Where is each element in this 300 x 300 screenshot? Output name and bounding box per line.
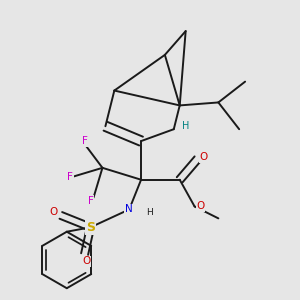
Text: H: H (147, 208, 153, 217)
Text: O: O (196, 202, 205, 212)
Text: F: F (67, 172, 73, 182)
Text: F: F (88, 196, 94, 206)
Text: F: F (82, 136, 88, 146)
Text: O: O (49, 207, 58, 218)
Text: N: N (125, 204, 133, 214)
Text: H: H (182, 121, 189, 131)
Text: S: S (86, 221, 95, 234)
Text: O: O (82, 256, 90, 266)
Text: O: O (200, 152, 208, 162)
